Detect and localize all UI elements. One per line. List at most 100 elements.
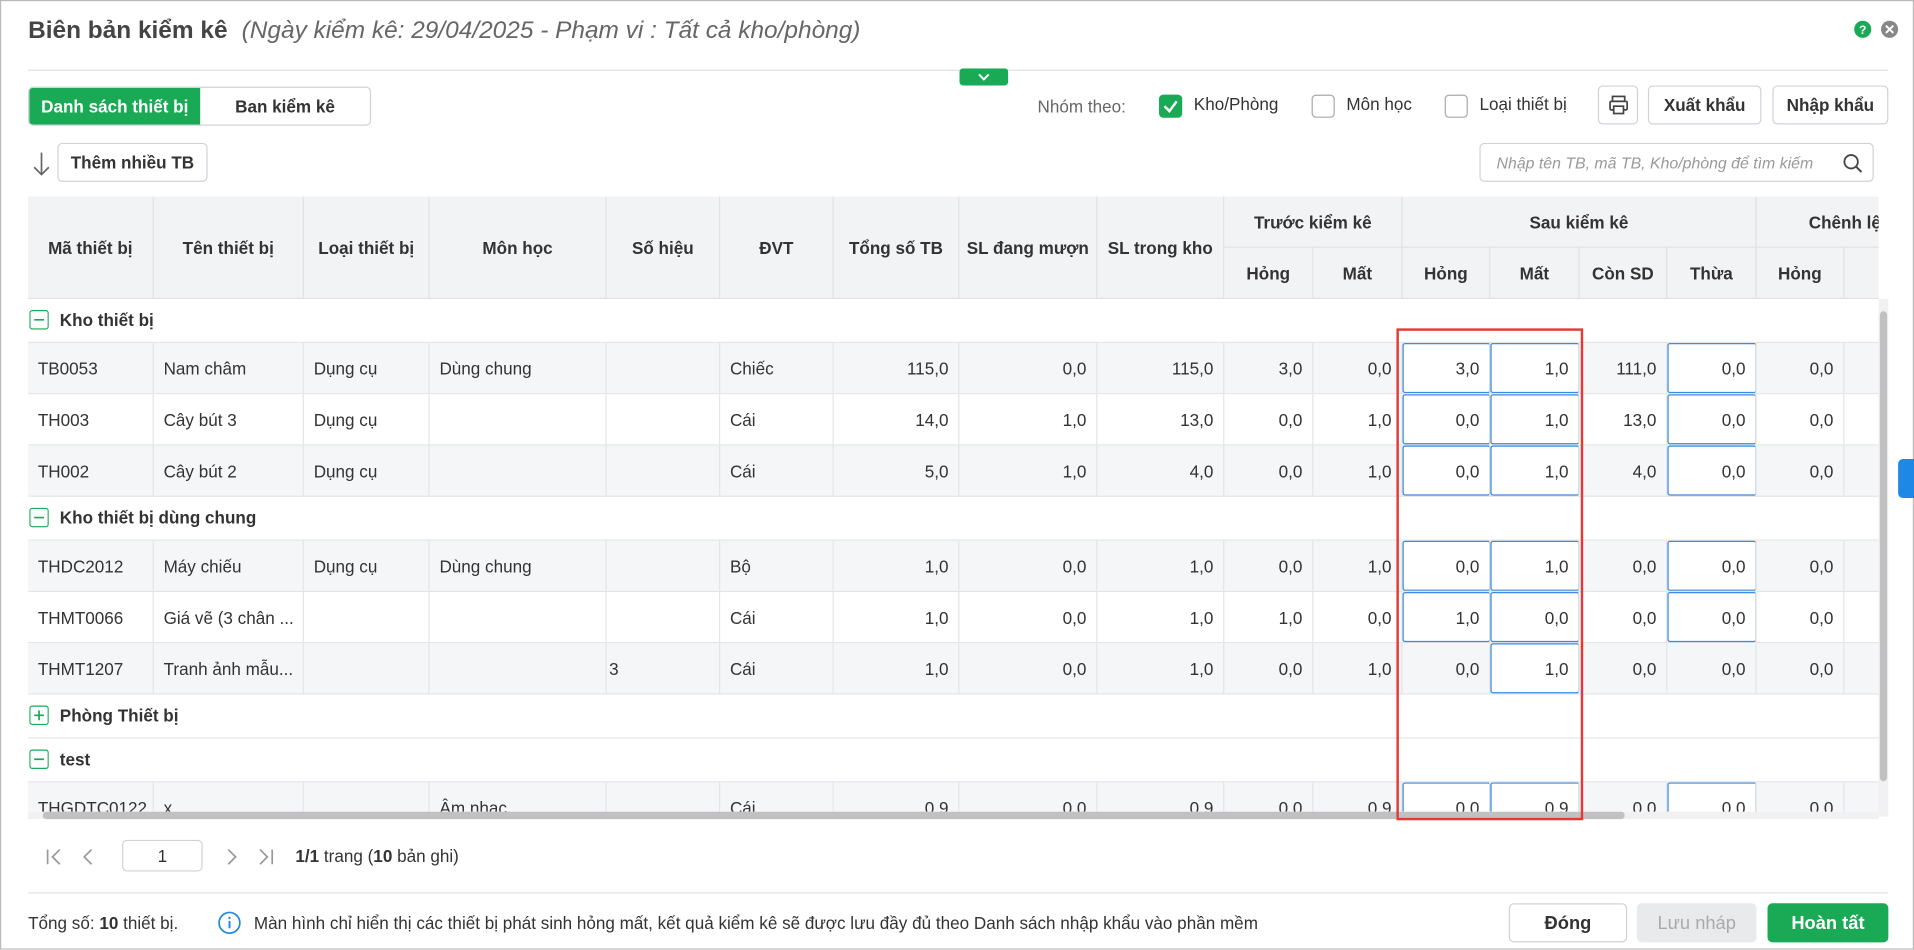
cell-input[interactable] — [1490, 782, 1580, 812]
help-glyph: ? — [1859, 23, 1866, 37]
cell-input[interactable] — [1667, 445, 1757, 496]
table-cell: 1,0 — [1490, 343, 1580, 394]
table-cell: 0,0 — [1313, 592, 1403, 643]
table-cell — [1844, 782, 1878, 811]
table-row: THDC2012 Máy chiếu Dụng cụ Dùng chung Bộ 1,0 0… — [28, 540, 1879, 593]
cell-input[interactable] — [1402, 394, 1491, 445]
finish-button[interactable]: Hoàn tất — [1767, 903, 1889, 943]
column-header: Loại thiết bị — [303, 196, 430, 300]
column-header: Mất — [1313, 247, 1403, 300]
collapse-icon[interactable] — [29, 310, 49, 330]
table-cell: 0,0 — [959, 343, 1098, 394]
checkbox-box — [1159, 94, 1183, 118]
group-row[interactable]: Phòng Thiết bị — [28, 695, 1879, 739]
table-cell: TH003 — [28, 394, 154, 445]
group-row[interactable]: Kho thiết bị dùng chung — [28, 497, 1879, 541]
close-button[interactable]: Đóng — [1508, 903, 1628, 943]
side-tab[interactable] — [1898, 458, 1914, 499]
cell-input[interactable] — [1667, 540, 1757, 591]
table-cell: Dùng chung — [430, 343, 607, 394]
toggle-glyph — [34, 710, 44, 721]
page-input[interactable]: 1 — [122, 839, 203, 872]
help-icon[interactable] — [1854, 20, 1872, 38]
h-scrollbar[interactable] — [28, 811, 1879, 820]
table-cell: 0,0 — [1403, 394, 1491, 445]
table-cell: 0,0 — [959, 643, 1098, 694]
checkbox-box — [1311, 94, 1335, 118]
table-cell: 1,0 — [834, 592, 960, 643]
prev-page[interactable] — [83, 848, 93, 865]
table-cell — [607, 782, 721, 812]
table-cell: 0,0 — [1667, 394, 1757, 445]
cell-input[interactable] — [1490, 343, 1580, 394]
column-header: SL trong kho — [1097, 196, 1225, 300]
table-cell: Cái — [720, 445, 834, 496]
table-cell: 1,0 — [1490, 643, 1580, 694]
cell-input[interactable] — [1667, 343, 1757, 394]
h-scroll-thumb[interactable] — [42, 811, 1625, 820]
table-cell: 5,0 — [834, 445, 960, 496]
table-cell: 0,0 — [1224, 445, 1314, 496]
table-cell: 1,0 — [1313, 394, 1403, 445]
export-button[interactable]: Xuất khẩu — [1647, 85, 1762, 125]
table-cell — [607, 540, 721, 591]
cell-input[interactable] — [1667, 782, 1757, 812]
collapse-icon[interactable] — [29, 749, 49, 770]
table-cell: 1,0 — [1313, 643, 1403, 694]
table-cell: Cây bút 3 — [154, 394, 304, 445]
expand-icon[interactable] — [29, 705, 49, 726]
table-cell: 0,0 — [1667, 643, 1757, 694]
table-body: Kho thiết bị TB0053 Nam châm Dụng cụ Dùng ch… — [28, 299, 1879, 812]
cell-input[interactable] — [1667, 394, 1757, 445]
cell-input[interactable] — [1402, 343, 1491, 394]
group-row[interactable]: test — [28, 738, 1879, 783]
collapse-toggle[interactable] — [959, 68, 1009, 86]
table-cell: Cái — [720, 592, 834, 643]
table-cell: 0,0 — [1490, 592, 1580, 643]
table-cell: 0,0 — [1403, 445, 1491, 496]
tab[interactable]: Ban kiểm kê — [235, 96, 335, 116]
table-cell — [1844, 592, 1878, 642]
table-cell: 1,0 — [1403, 592, 1491, 643]
table-cell: 3,0 — [1224, 343, 1314, 394]
v-scroll-thumb[interactable] — [1879, 311, 1888, 782]
total: Tổng số: 10 thiết bị. — [28, 913, 178, 933]
last-page[interactable] — [259, 848, 274, 865]
group-row[interactable]: Kho thiết bị — [28, 299, 1879, 344]
table-cell — [304, 592, 430, 643]
print-button[interactable] — [1597, 85, 1639, 125]
first-page[interactable] — [46, 848, 61, 865]
column-header: Mất — [1490, 247, 1580, 300]
checkbox[interactable] — [1158, 94, 1183, 118]
next-page[interactable] — [227, 848, 237, 865]
table-cell: Nam châm — [154, 343, 304, 394]
checkbox[interactable] — [1311, 94, 1335, 118]
cell-input[interactable] — [1402, 782, 1491, 812]
checkbox[interactable] — [1444, 94, 1468, 118]
search-box[interactable]: Nhập tên TB, mã TB, Kho/phòng để tìm kiế… — [1479, 142, 1874, 182]
column-header: Hỏng — [1402, 247, 1491, 300]
table-cell: 0,0 — [1224, 782, 1314, 812]
table-cell: 0,0 — [1757, 592, 1845, 643]
table-cell: 0,0 — [1403, 643, 1491, 694]
cell-input[interactable] — [1490, 540, 1580, 591]
page-info: 1/1 trang (10 bản ghi) — [295, 846, 458, 866]
add-many-button[interactable]: Thêm nhiều TB — [57, 142, 208, 182]
table-cell: 13,0 — [1097, 394, 1225, 445]
column-header: Tổng số TB — [833, 196, 960, 300]
table-header: Mã thiết bị Tên thiết bị Loại thiết bị Môn … — [28, 196, 1879, 300]
tab-active[interactable]: Danh sách thiết bị — [29, 87, 201, 125]
collapse-icon[interactable] — [29, 507, 49, 528]
table-cell: Cái — [720, 394, 834, 445]
table-cell — [430, 394, 607, 445]
v-scrollbar[interactable] — [1878, 299, 1889, 817]
table-cell: Cái — [720, 782, 834, 812]
cell-input[interactable] — [1490, 394, 1580, 445]
group-name: Kho thiết bị dùng chung — [59, 507, 257, 528]
table-cell: 1,0 — [1097, 643, 1225, 694]
pager-icons — [46, 848, 274, 865]
import-button[interactable]: Nhập khẩu — [1772, 85, 1889, 125]
cell-input[interactable] — [1490, 445, 1580, 496]
table-cell: 1,0 — [1224, 592, 1314, 643]
sort-icon[interactable] — [31, 150, 53, 179]
